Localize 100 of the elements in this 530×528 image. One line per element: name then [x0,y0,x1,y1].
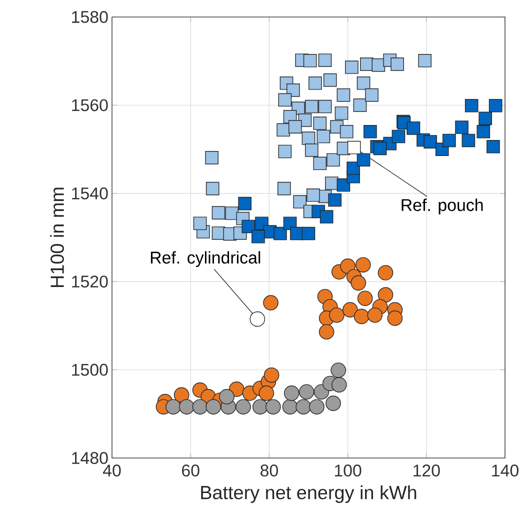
x-tick-label: 40 [102,464,121,477]
point [353,98,367,112]
point [424,135,437,148]
point [367,307,383,323]
point [206,182,220,196]
point [179,399,194,414]
point [278,144,292,158]
y-tick-label: 1500 [72,364,108,376]
point [286,84,300,97]
point [238,196,252,210]
point [326,153,340,167]
point [282,399,298,414]
point [219,389,234,404]
point [206,399,222,414]
point [392,130,406,144]
point [318,54,332,67]
point [278,93,292,107]
annotation: Ref. cylindrical [150,251,260,267]
x-axis-title: Battery net energy in kWh [201,485,416,503]
point [332,377,347,392]
x-tick-label: 120 [414,464,440,477]
point [488,98,502,112]
point [390,58,404,71]
point [357,290,373,306]
point [276,123,290,137]
point [373,142,387,156]
y-axis-title: H100 in mm [50,188,64,287]
point [308,76,322,90]
point [330,362,346,378]
point [305,100,318,114]
point [302,226,316,240]
point [288,120,302,134]
point [387,310,403,326]
point [236,399,251,414]
point [318,324,334,340]
point [329,307,344,323]
point [318,100,332,114]
y-tick-label: 1480 [72,452,108,464]
point [313,156,327,170]
point [364,125,377,138]
point [378,265,394,280]
point [328,193,342,207]
point [464,98,478,112]
point [365,88,378,102]
point [306,188,320,202]
point [354,308,370,324]
x-tick-label: 60 [182,464,200,477]
point [476,125,490,138]
point [326,396,341,411]
x-tick-label: 80 [260,464,278,477]
point [340,258,356,274]
point [212,206,226,220]
point [252,399,268,414]
point [296,399,312,414]
point [346,162,360,175]
point [305,144,318,157]
point [418,54,432,68]
point [166,399,181,414]
point [193,216,207,230]
point [242,220,256,234]
x-tick-label: 140 [492,464,518,477]
point [320,210,334,224]
point [277,182,291,196]
point [205,151,218,164]
point [336,88,350,102]
point [250,311,266,327]
point [442,134,456,148]
point [313,116,327,130]
y-tick-label: 1540 [72,187,108,200]
y-tick-label: 1520 [72,276,108,288]
point [225,206,239,220]
point [462,134,476,148]
point [316,130,330,144]
point [252,230,265,244]
point [274,226,287,240]
y-tick-label: 1580 [72,10,108,23]
point [378,287,394,302]
point [347,140,361,154]
point [342,302,358,318]
point [192,399,208,414]
point [340,125,354,138]
point [350,275,366,291]
point [325,176,338,190]
point [323,73,337,87]
point [334,106,348,120]
point [284,386,300,401]
point [360,58,374,71]
point [174,387,190,403]
point [264,367,280,383]
point [309,399,324,414]
point [478,112,492,126]
point [455,120,468,134]
point [265,399,281,414]
point [298,384,314,400]
point [302,132,316,145]
point [355,257,371,272]
point [356,153,370,167]
point [293,195,307,208]
point [258,386,274,401]
point [486,140,500,154]
